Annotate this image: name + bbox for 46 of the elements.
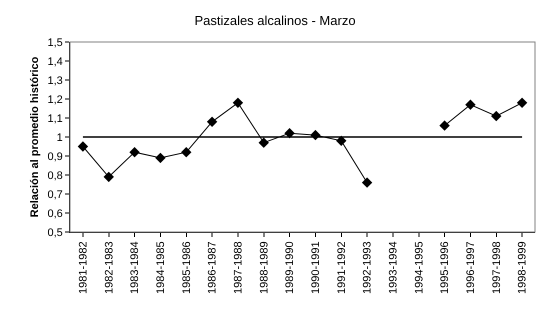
y-tick-label: 1,4 [48,56,63,68]
y-tick-label: 0,6 [48,208,63,220]
y-tick-label: 1,3 [48,74,63,87]
point [336,136,346,146]
x-tick-label: 1984-1985 [154,241,167,294]
x-tick-label: 1983-1984 [129,241,142,294]
point [181,147,192,158]
y-axis-title: Relación al promedio histórico [29,56,42,218]
point [206,116,218,127]
x-tick-label: 1988-1989 [258,241,270,294]
point [129,147,140,158]
x-tick-label: 1982-1983 [103,241,116,294]
x-tick-label: 1985-1986 [180,241,193,294]
x-tick-label: 1997-1998 [490,241,503,294]
point [465,100,476,110]
x-tick-label: 1991-1992 [336,241,348,294]
point [284,128,295,138]
y-tick-label: 1,1 [48,112,63,125]
y-tick-label: 1 [56,132,63,144]
y-tick-label: 1,5 [48,36,63,49]
x-tick-label: 1986-1987 [206,241,219,294]
point [439,120,450,131]
x-tick-label: 1992-1993 [362,241,374,294]
point [78,141,88,152]
x-tick-label: 1987-1988 [232,241,244,294]
y-tick-label: 1,2 [48,94,63,106]
point [258,138,269,148]
point [232,98,244,108]
y-tick-label: 0,9 [48,150,63,163]
y-tick-label: 0,8 [48,170,63,182]
chart-title: Pastizales alcalinos - Marzo [194,13,356,28]
y-tick-label: 0,5 [48,226,63,239]
point [362,177,372,188]
point [104,172,114,182]
point [516,98,528,108]
x-tick-label: 1990-1991 [310,241,322,294]
x-tick-label: 1981-1982 [77,241,90,294]
x-tick-label: 1995-1996 [439,241,452,294]
x-tick-label: 1989-1990 [284,241,296,294]
x-tick-label: 1996-1997 [464,241,477,294]
point [155,152,166,164]
point [491,110,502,122]
x-tick-label: 1998-1999 [516,241,529,294]
x-tick-label: 1994-1995 [413,241,426,294]
x-tick-label: 1993-1994 [387,241,400,294]
y-tick-label: 0,7 [48,188,63,201]
